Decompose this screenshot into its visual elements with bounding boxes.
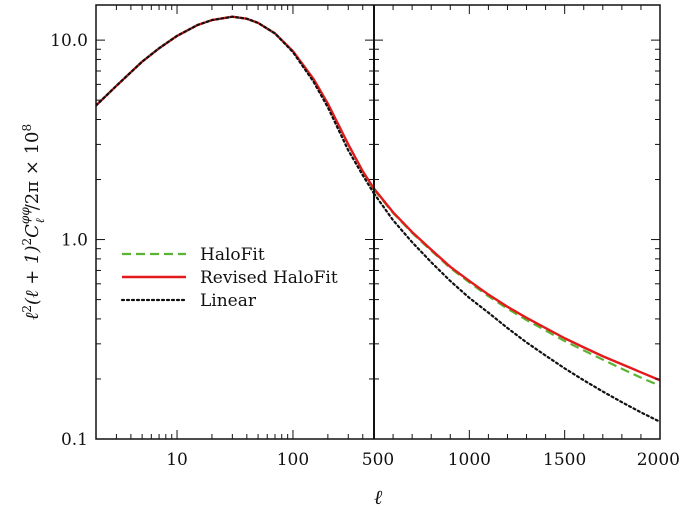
y-label-c: C xyxy=(22,224,43,238)
series-line-linear-right xyxy=(374,192,660,423)
y-label-sub: ℓ xyxy=(33,218,47,223)
series-line-revised-halofit-left xyxy=(96,15,374,190)
legend-label-linear: Linear xyxy=(200,291,257,311)
legend: HaloFit Revised HaloFit Linear xyxy=(120,245,338,311)
series-line-halofit-right xyxy=(374,188,660,387)
axis-ticks xyxy=(95,5,661,440)
legend-label-revised-halofit: Revised HaloFit xyxy=(200,268,338,288)
y-tick-label: 10.0 xyxy=(50,31,88,51)
x-axis-label: ℓ xyxy=(374,485,383,509)
y-label-sq: 2 xyxy=(20,305,34,313)
series-line-linear-left xyxy=(96,15,374,195)
y-label-ell: ℓ xyxy=(22,312,43,320)
y-label-post: /2π × 10 xyxy=(22,131,43,210)
y-label-exp: 8 xyxy=(20,124,34,132)
y-label-sq2: 2 xyxy=(20,238,34,246)
y-axis-label: ℓ2(ℓ + 1)2Cφφℓ/2π × 108 xyxy=(18,124,47,320)
y-tick-label: 1.0 xyxy=(61,231,88,251)
plot-frame xyxy=(95,4,661,440)
legend-label-halofit: HaloFit xyxy=(200,245,265,265)
x-tick-label-left: 100 xyxy=(277,450,309,470)
y-tick-label: 0.1 xyxy=(61,430,88,450)
y-label-sup: φφ xyxy=(18,207,32,224)
x-tick-label-right: 1000 xyxy=(448,450,491,470)
x-tick-label-right: 1500 xyxy=(543,450,586,470)
x-tick-label-right: 500 xyxy=(362,450,394,470)
tick-labels: 0.1 1.0 10.0 10 100 500 1000 1500 2000 xyxy=(50,31,680,470)
series-line-halofit-left xyxy=(96,15,374,191)
right-panel-series xyxy=(374,187,660,423)
series-line-revised-halofit-right xyxy=(374,187,660,382)
y-label-mid: (ℓ + 1) xyxy=(22,245,43,305)
x-tick-label-right: 2000 xyxy=(637,450,680,470)
x-tick-label-left: 10 xyxy=(166,450,188,470)
left-panel-series xyxy=(96,15,374,195)
